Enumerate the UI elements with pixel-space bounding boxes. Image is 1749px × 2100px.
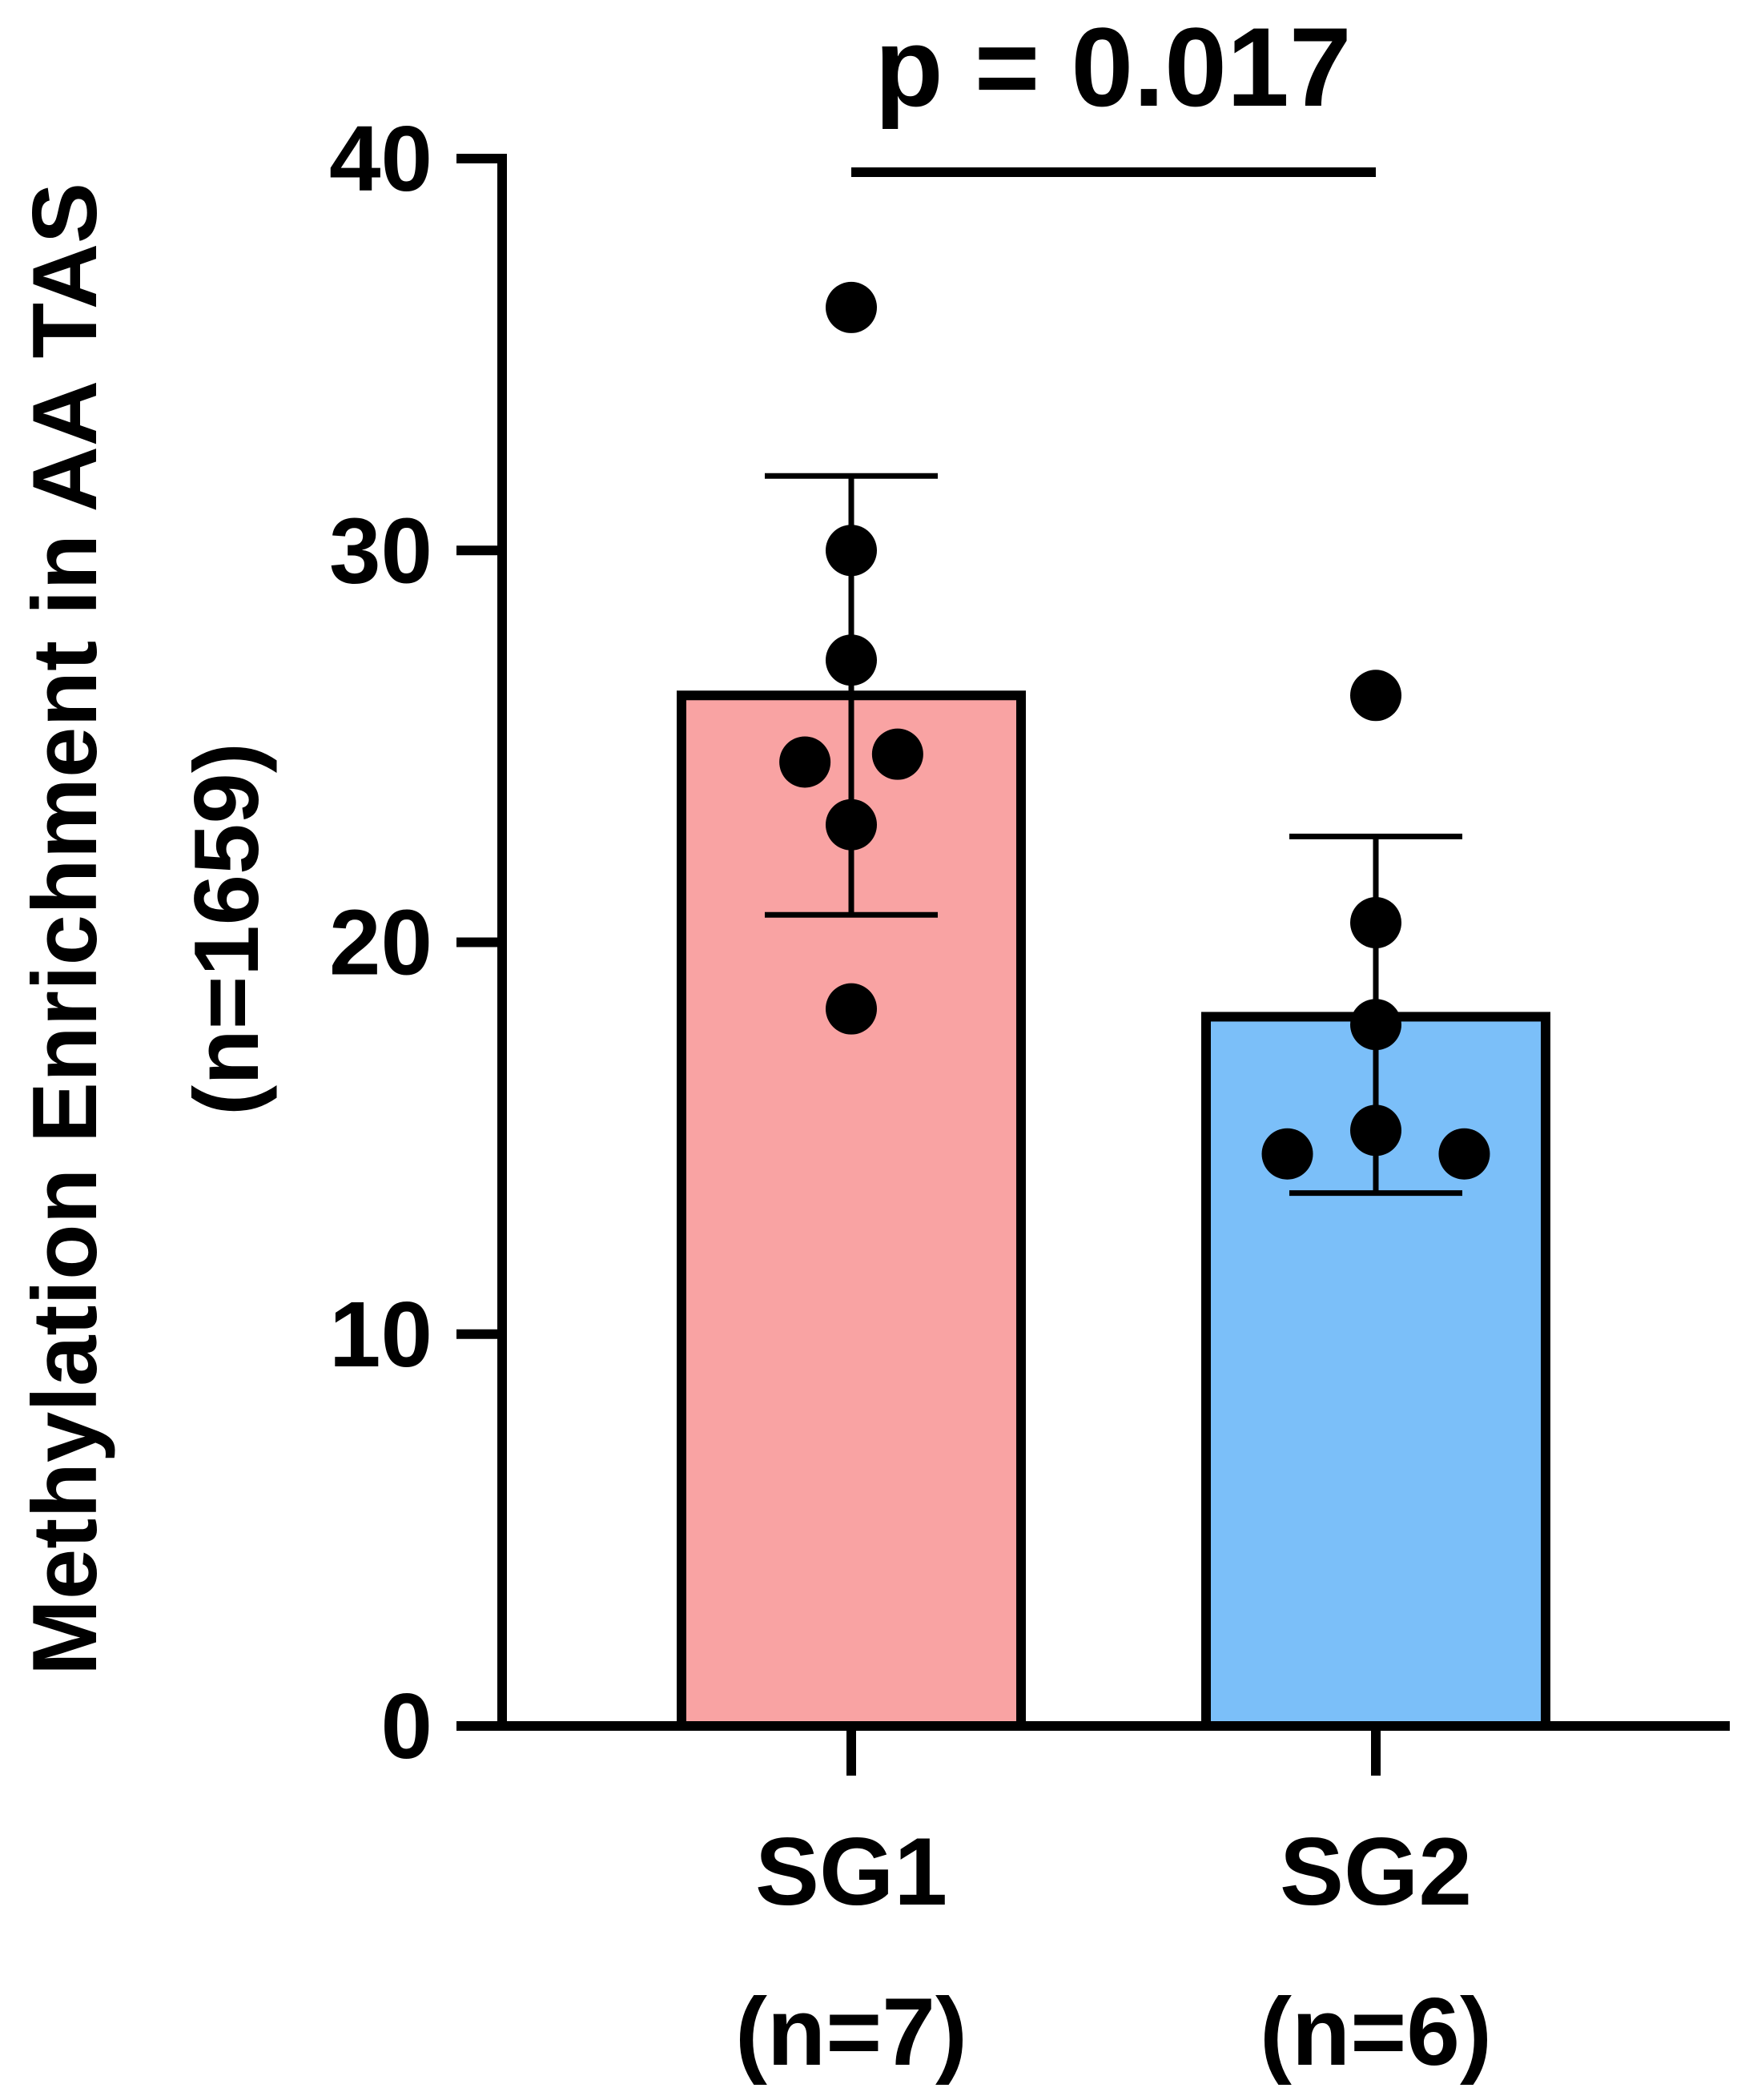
- data-point-sg2-5: [1261, 1128, 1313, 1180]
- data-point-sg2-6: [1438, 1128, 1490, 1180]
- data-point-sg2-1: [1350, 670, 1401, 722]
- data-point-sg1-3: [826, 634, 877, 686]
- x-category-count-sg2: (n=6): [1260, 1978, 1492, 2086]
- data-point-sg1-4: [779, 736, 831, 788]
- y-tick-label-30: 30: [329, 498, 432, 602]
- y-tick-label-40: 40: [329, 107, 432, 211]
- y-axis-label: Methylation Enrichment in AA TAS: [14, 183, 116, 1676]
- data-point-sg1-6: [826, 799, 877, 851]
- y-axis-title: Methylation Enrichment in AA TAS (n=1659…: [14, 183, 278, 1676]
- data-point-sg2-4: [1350, 1104, 1401, 1157]
- y-tick-label-0: 0: [380, 1674, 432, 1778]
- x-category-label-sg2: SG2: [1280, 1818, 1472, 1925]
- data-point-sg2-3: [1350, 999, 1401, 1051]
- y-tick-label-20: 20: [329, 891, 432, 995]
- p-value-annotation: p = 0.017: [874, 4, 1351, 130]
- data-point-sg2-2: [1350, 897, 1401, 949]
- x-category-count-sg1: (n=7): [735, 1978, 967, 2086]
- data-point-sg1-1: [826, 281, 877, 333]
- plot-area: 0 10 20 30 40 SG1 (n=7) SG2 (n=6) p = 0.017: [329, 4, 1730, 2086]
- y-axis-label-count: (n=1659): [176, 742, 278, 1116]
- x-category-label-sg1: SG1: [755, 1818, 947, 1925]
- data-point-sg1-7: [826, 983, 877, 1035]
- y-tick-label-10: 10: [329, 1282, 432, 1386]
- data-point-sg1-2: [826, 525, 877, 577]
- data-point-sg1-5: [871, 728, 923, 780]
